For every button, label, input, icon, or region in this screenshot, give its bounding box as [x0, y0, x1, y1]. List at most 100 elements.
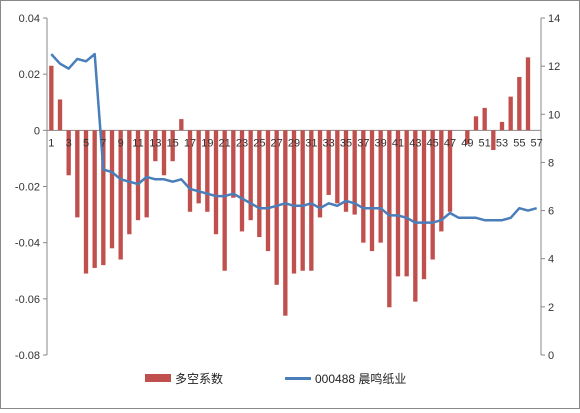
bar: [369, 130, 375, 252]
bar: [378, 130, 383, 243]
bar: [517, 76, 522, 131]
bar: [109, 130, 115, 249]
bar: [300, 130, 305, 271]
left-tick-label: -0.06: [15, 294, 40, 306]
bar: [335, 130, 340, 204]
bar: [57, 99, 63, 131]
x-tick-label: 55: [513, 137, 525, 149]
bar: [413, 130, 418, 302]
bar: [161, 130, 167, 176]
left-tick-label: 0.02: [19, 69, 40, 81]
bar: [92, 130, 97, 268]
bar: [508, 96, 513, 131]
x-tick-label: 41: [392, 137, 404, 149]
bar: [187, 130, 193, 212]
bar: [283, 130, 288, 316]
x-tick-label: 27: [271, 137, 283, 149]
right-tick-label: 12: [548, 61, 560, 73]
right-tick-label: 2: [548, 302, 554, 314]
bar: [491, 130, 496, 150]
right-tick-label: 6: [548, 206, 554, 218]
left-tick-label: 0.04: [19, 13, 40, 25]
left-tick-label: -0.08: [15, 350, 40, 362]
right-tick-label: 10: [548, 109, 560, 121]
x-tick-label: 5: [83, 137, 89, 149]
x-tick-label: 45: [427, 137, 439, 149]
x-tick-label: 19: [201, 137, 213, 149]
bar: [179, 119, 184, 131]
x-tick-label: 47: [444, 137, 456, 149]
x-tick-label: 3: [66, 137, 72, 149]
x-tick-label: 11: [132, 137, 143, 149]
bar: [326, 130, 331, 195]
bar: [352, 130, 357, 215]
right-tick-label: 14: [548, 13, 560, 25]
bar: [274, 130, 279, 285]
bar: [135, 130, 141, 221]
bar: [265, 130, 271, 252]
x-tick-label: 1: [48, 137, 54, 149]
right-tick-label: 8: [548, 157, 554, 169]
bar: [101, 130, 106, 266]
bar: [387, 130, 392, 308]
bar: [222, 130, 227, 271]
bar: [83, 130, 89, 274]
legend-line: 000488 晨鸣纸业: [285, 367, 406, 389]
legend-bar-label: 多空系数: [175, 371, 224, 386]
x-tick-label: 15: [167, 137, 179, 149]
bar: [309, 130, 314, 271]
bar: [75, 130, 80, 218]
left-tick-label: -0.04: [15, 238, 40, 250]
bar: [144, 130, 149, 218]
bar: [430, 130, 435, 260]
bar: [404, 130, 409, 277]
bar: [291, 130, 297, 274]
x-tick-label: 29: [288, 137, 300, 149]
x-tick-label: 53: [496, 137, 508, 149]
bar: [421, 130, 427, 280]
legend-bar-swatch: [145, 374, 171, 382]
price-line: [50, 52, 538, 224]
x-tick-label: 57: [531, 137, 543, 149]
bar: [213, 130, 219, 235]
legend-line-label: 000488 晨鸣纸业: [315, 371, 407, 386]
bar: [439, 130, 444, 232]
bar: [317, 130, 323, 218]
bar: [473, 116, 479, 131]
bar: [196, 130, 201, 204]
x-tick-label: 51: [479, 137, 491, 149]
x-tick-label: 21: [219, 137, 231, 149]
bar: [49, 65, 54, 131]
bar: [343, 130, 349, 212]
x-tick-label: 9: [118, 137, 124, 149]
bar: [447, 130, 453, 212]
bar: [465, 130, 470, 145]
right-tick-label: 4: [548, 254, 554, 266]
bar: [499, 121, 505, 131]
bar: [525, 57, 531, 131]
bar: [205, 130, 210, 212]
bar: [257, 130, 262, 238]
bar: [170, 130, 175, 162]
x-tick-label: 31: [305, 137, 317, 149]
legend-line-swatch: [285, 376, 311, 380]
x-tick-label: 33: [323, 137, 335, 149]
x-tick-label: 17: [184, 137, 196, 149]
bar: [361, 130, 366, 243]
x-tick-label: 37: [357, 137, 369, 149]
x-tick-label: 43: [409, 137, 421, 149]
bar: [66, 130, 71, 176]
x-tick-label: 39: [375, 137, 387, 149]
bar: [248, 130, 253, 221]
left-tick-label: 0: [34, 125, 40, 137]
x-tick-label: 23: [236, 137, 248, 149]
right-tick-label: 0: [548, 350, 554, 362]
bar: [482, 107, 487, 131]
bar: [153, 130, 158, 162]
x-tick-label: 35: [340, 137, 352, 149]
bar: [239, 130, 245, 232]
x-tick-label: 7: [100, 137, 106, 149]
x-tick-label: 13: [149, 137, 161, 149]
